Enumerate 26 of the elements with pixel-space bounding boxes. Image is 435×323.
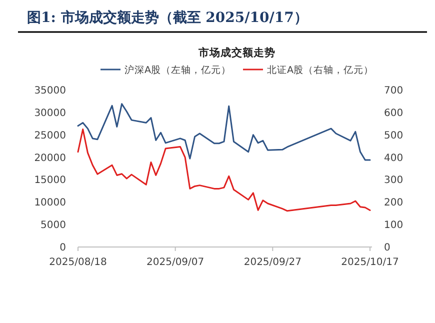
line-series (77, 103, 371, 161)
x-tick-label: 2025/09/07 (146, 257, 204, 268)
y-tick-label: 30000 (34, 108, 66, 119)
x-tick-label: 2025/10/17 (341, 257, 399, 268)
x-tick-label: 2025/09/27 (244, 257, 302, 268)
y-tick-label: 15000 (34, 175, 66, 186)
x-tick-label: 2025/08/18 (49, 257, 107, 268)
y2-tick-label: 300 (384, 175, 404, 186)
y-tick-label: 5000 (40, 220, 66, 232)
y-tick-label: 25000 (34, 130, 66, 142)
y-tick-label: 20000 (34, 152, 66, 164)
y2-tick-label: 400 (384, 152, 404, 164)
y-tick-label: 0 (60, 242, 66, 254)
y2-tick-label: 0 (384, 242, 390, 254)
y2-tick-label: 600 (384, 108, 404, 119)
y-tick-label: 35000 (34, 86, 66, 96)
legend-label: 北证A股（右轴，亿元） (267, 64, 374, 76)
y-tick-label: 10000 (34, 198, 66, 209)
chart-title: 图1: 市场成交额走势（截至 2025/10/17） (27, 9, 308, 26)
y2-tick-label: 500 (384, 130, 404, 142)
y2-tick-label: 100 (384, 220, 404, 232)
line-series (77, 128, 371, 212)
chart-subtitle: 市场成交额走势 (198, 46, 276, 59)
y2-tick-label: 200 (384, 198, 404, 209)
legend-label: 沪深A股（左轴，亿元） (124, 64, 231, 76)
y2-tick-label: 700 (384, 86, 404, 96)
